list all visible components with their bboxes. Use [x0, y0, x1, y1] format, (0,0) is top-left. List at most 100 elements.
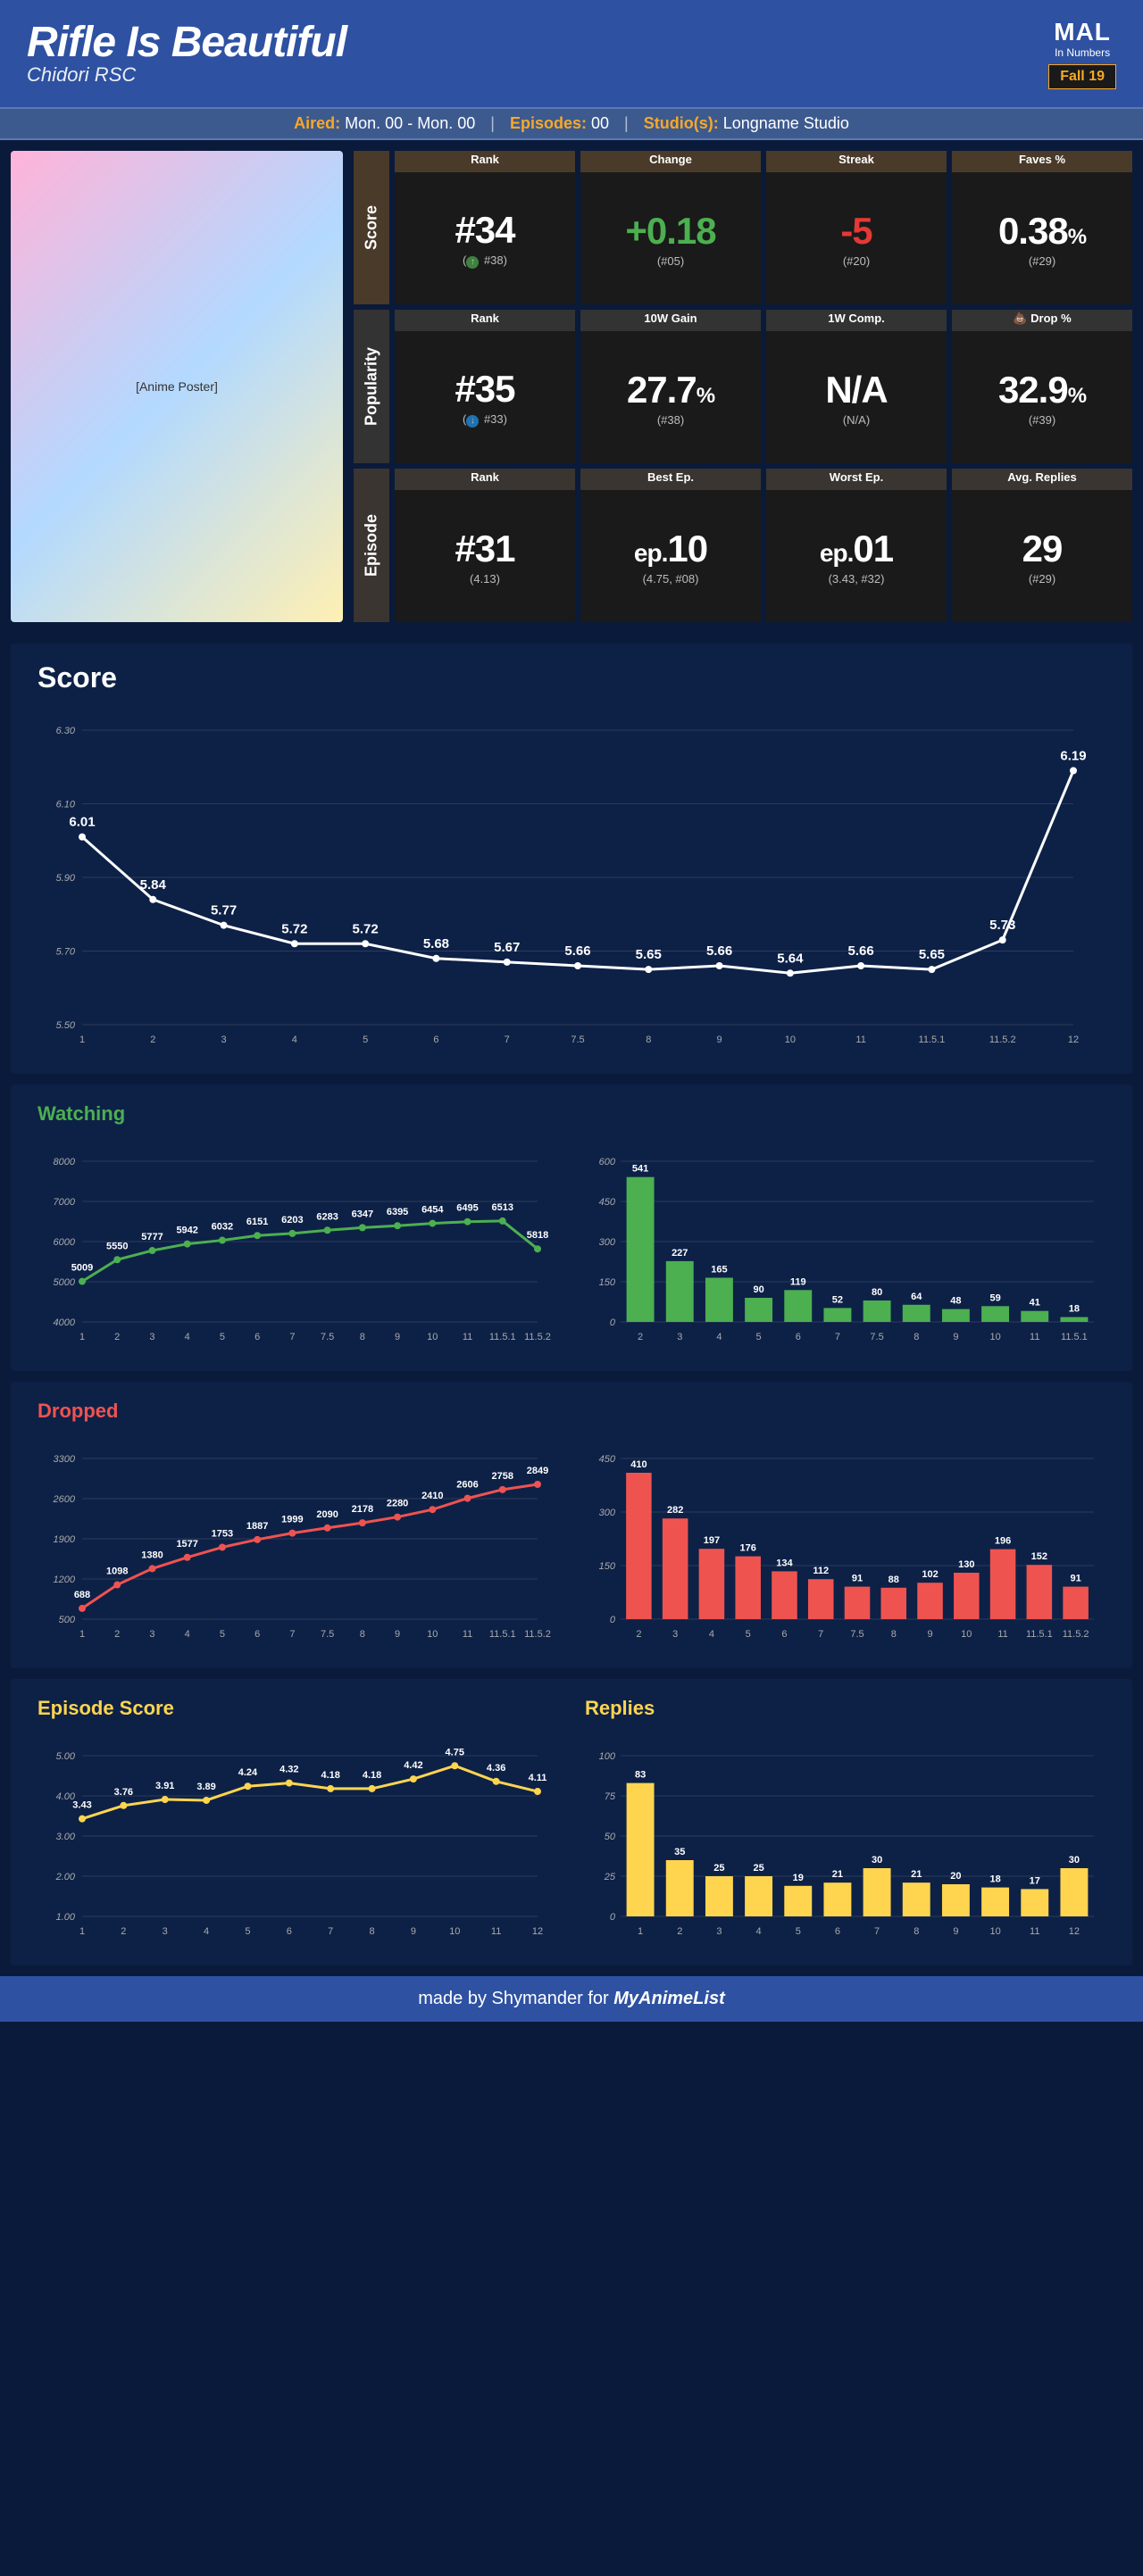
svg-text:5.66: 5.66: [848, 943, 874, 959]
svg-text:83: 83: [635, 1770, 646, 1781]
svg-text:5: 5: [245, 1926, 250, 1937]
svg-text:7.5: 7.5: [321, 1629, 334, 1640]
svg-text:300: 300: [599, 1508, 616, 1518]
svg-text:3: 3: [672, 1629, 678, 1640]
svg-text:80: 80: [872, 1287, 882, 1298]
svg-text:2: 2: [114, 1629, 120, 1640]
svg-text:25: 25: [604, 1872, 616, 1882]
svg-text:6347: 6347: [352, 1209, 373, 1219]
svg-text:8: 8: [360, 1629, 365, 1640]
svg-text:3.76: 3.76: [114, 1787, 133, 1798]
svg-text:9: 9: [953, 1332, 958, 1342]
stat-cell: Faves %0.38%(#29): [952, 151, 1132, 304]
stat-cell: Rank#34(↑ #38): [395, 151, 575, 304]
svg-text:3: 3: [149, 1332, 154, 1342]
stat-cell: Worst Ep.ep.01(3.43, #32): [766, 469, 947, 622]
svg-text:5: 5: [363, 1035, 368, 1045]
svg-text:11.5.1: 11.5.1: [919, 1035, 946, 1045]
svg-text:75: 75: [605, 1791, 616, 1802]
svg-text:2: 2: [114, 1332, 120, 1342]
page-subtitle: Chidori RSC: [27, 63, 1048, 87]
svg-text:59: 59: [989, 1292, 1000, 1303]
svg-text:100: 100: [599, 1751, 616, 1762]
svg-text:688: 688: [74, 1590, 90, 1600]
svg-text:4.18: 4.18: [321, 1770, 339, 1781]
svg-text:3300: 3300: [54, 1454, 76, 1465]
svg-text:5.70: 5.70: [56, 947, 76, 958]
svg-text:9: 9: [395, 1332, 400, 1342]
stat-grid: ScoreRank#34(↑ #38)Change+0.18(#05)Strea…: [354, 151, 1132, 622]
svg-text:197: 197: [704, 1535, 720, 1546]
svg-text:7.5: 7.5: [321, 1332, 334, 1342]
dropped-panel: Dropped 500120019002600330012345677.5891…: [11, 1382, 1132, 1668]
svg-text:1999: 1999: [281, 1515, 303, 1525]
watching-panel: Watching 4000500060007000800012345677.58…: [11, 1084, 1132, 1371]
info-bar: Aired: Mon. 00 - Mon. 00 | Episodes: 00 …: [0, 107, 1143, 140]
svg-text:5009: 5009: [71, 1263, 93, 1274]
svg-text:6151: 6151: [246, 1217, 268, 1227]
stat-cell: 10W Gain27.7%(#38): [580, 310, 761, 463]
stat-cell: 💩 Drop %32.9%(#39): [952, 310, 1132, 463]
svg-text:5.67: 5.67: [494, 940, 520, 955]
svg-text:8000: 8000: [54, 1157, 76, 1168]
epscore-title: Episode Score: [38, 1697, 558, 1720]
svg-text:18: 18: [989, 1874, 1000, 1885]
episodes-label: Episodes:: [510, 114, 587, 132]
svg-text:2.00: 2.00: [55, 1872, 76, 1882]
svg-text:196: 196: [995, 1536, 1011, 1547]
stat-cell: Change+0.18(#05): [580, 151, 761, 304]
svg-text:11: 11: [463, 1629, 472, 1640]
svg-text:8: 8: [369, 1926, 374, 1937]
svg-text:1.00: 1.00: [56, 1912, 76, 1923]
svg-text:1: 1: [79, 1926, 85, 1937]
score-chart: 5.505.705.906.106.3012345677.589101111.5…: [38, 712, 1091, 1051]
svg-text:7: 7: [289, 1629, 295, 1640]
svg-text:11.5.1: 11.5.1: [1061, 1332, 1088, 1342]
watching-line-chart: 4000500060007000800012345677.589101111.5…: [38, 1143, 555, 1349]
svg-text:90: 90: [753, 1284, 763, 1295]
svg-text:8: 8: [891, 1629, 897, 1640]
svg-text:3.00: 3.00: [56, 1832, 76, 1842]
svg-text:1900: 1900: [54, 1534, 76, 1545]
dropped-title: Dropped: [38, 1400, 1105, 1423]
dropped-bar-chart: 0150300450410228231974176513461127917.58…: [585, 1441, 1103, 1646]
header: Rifle Is Beautiful Chidori RSC MAL In Nu…: [0, 0, 1143, 107]
svg-text:6.10: 6.10: [56, 800, 76, 810]
svg-text:9: 9: [395, 1629, 400, 1640]
svg-text:5.64: 5.64: [777, 951, 804, 966]
svg-text:5.66: 5.66: [706, 943, 732, 959]
svg-text:300: 300: [599, 1237, 616, 1248]
svg-text:7: 7: [505, 1035, 510, 1045]
svg-text:2280: 2280: [387, 1499, 408, 1509]
replies-title: Replies: [585, 1697, 1105, 1720]
svg-text:8: 8: [360, 1332, 365, 1342]
svg-text:6203: 6203: [281, 1215, 303, 1226]
svg-text:5.66: 5.66: [564, 943, 590, 959]
aired-value: Mon. 00 - Mon. 00: [345, 114, 475, 132]
svg-text:9: 9: [927, 1629, 932, 1640]
episodes-value: 00: [591, 114, 609, 132]
svg-text:2410: 2410: [421, 1491, 443, 1501]
svg-text:48: 48: [950, 1296, 961, 1307]
svg-text:3: 3: [221, 1035, 227, 1045]
svg-text:10: 10: [989, 1332, 1000, 1342]
svg-text:11.5.2: 11.5.2: [989, 1035, 1016, 1045]
poster-image: [Anime Poster]: [11, 151, 343, 622]
svg-text:11: 11: [997, 1629, 1007, 1640]
svg-text:3: 3: [677, 1332, 682, 1342]
svg-text:10: 10: [785, 1035, 796, 1045]
svg-text:8: 8: [914, 1332, 919, 1342]
svg-text:4: 4: [185, 1332, 190, 1342]
svg-text:3.89: 3.89: [196, 1782, 215, 1792]
svg-text:450: 450: [599, 1197, 616, 1208]
svg-text:21: 21: [911, 1869, 922, 1880]
svg-text:1577: 1577: [176, 1539, 197, 1550]
svg-text:6495: 6495: [456, 1203, 478, 1214]
svg-text:1: 1: [79, 1629, 85, 1640]
svg-text:50: 50: [605, 1832, 616, 1842]
svg-text:21: 21: [832, 1869, 843, 1880]
stat-cell: 1W Comp.N/A(N/A): [766, 310, 947, 463]
svg-text:10: 10: [427, 1332, 438, 1342]
svg-text:102: 102: [922, 1569, 938, 1580]
svg-text:11: 11: [1030, 1926, 1039, 1937]
